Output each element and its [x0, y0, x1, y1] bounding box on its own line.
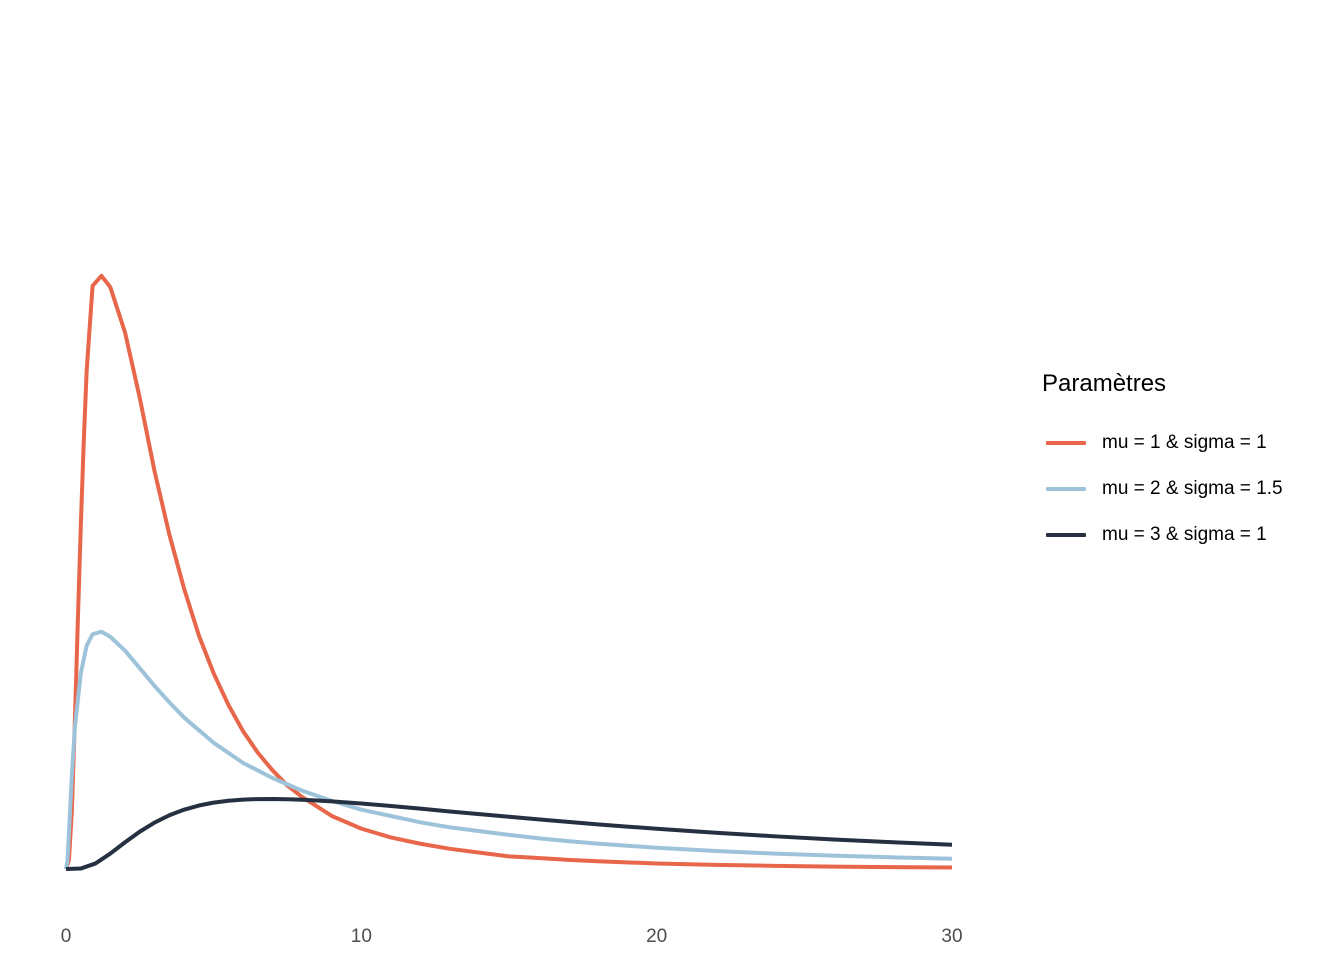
x-tick-label: 10 [351, 926, 372, 947]
legend-key-series-1 [1046, 441, 1086, 445]
x-tick-label: 0 [61, 926, 72, 947]
legend-item-series-2: mu = 2 & sigma = 1.5 [1042, 466, 1283, 512]
series-layer [64, 273, 953, 871]
series-line-2 [64, 629, 953, 870]
series-line-3 [65, 796, 953, 871]
legend-title: Paramètres [1042, 370, 1167, 397]
x-tick-label: 20 [646, 926, 667, 947]
legend-key-series-3 [1046, 533, 1086, 537]
legend-item-series-1: mu = 1 & sigma = 1 [1042, 420, 1283, 466]
legend: Paramètres mu = 1 & sigma = 1 mu = 2 & s… [1042, 370, 1283, 558]
legend-key-series-2 [1046, 487, 1086, 491]
legend-label-series-2: mu = 2 & sigma = 1.5 [1102, 478, 1283, 499]
legend-item-series-3: mu = 3 & sigma = 1 [1042, 512, 1283, 558]
legend-label-series-3: mu = 3 & sigma = 1 [1102, 524, 1267, 545]
x-tick-label: 30 [941, 926, 962, 947]
series-line-1 [64, 273, 953, 870]
legend-label-series-1: mu = 1 & sigma = 1 [1102, 432, 1267, 453]
x-axis-tick-labels: 0 10 20 30 [61, 926, 963, 947]
